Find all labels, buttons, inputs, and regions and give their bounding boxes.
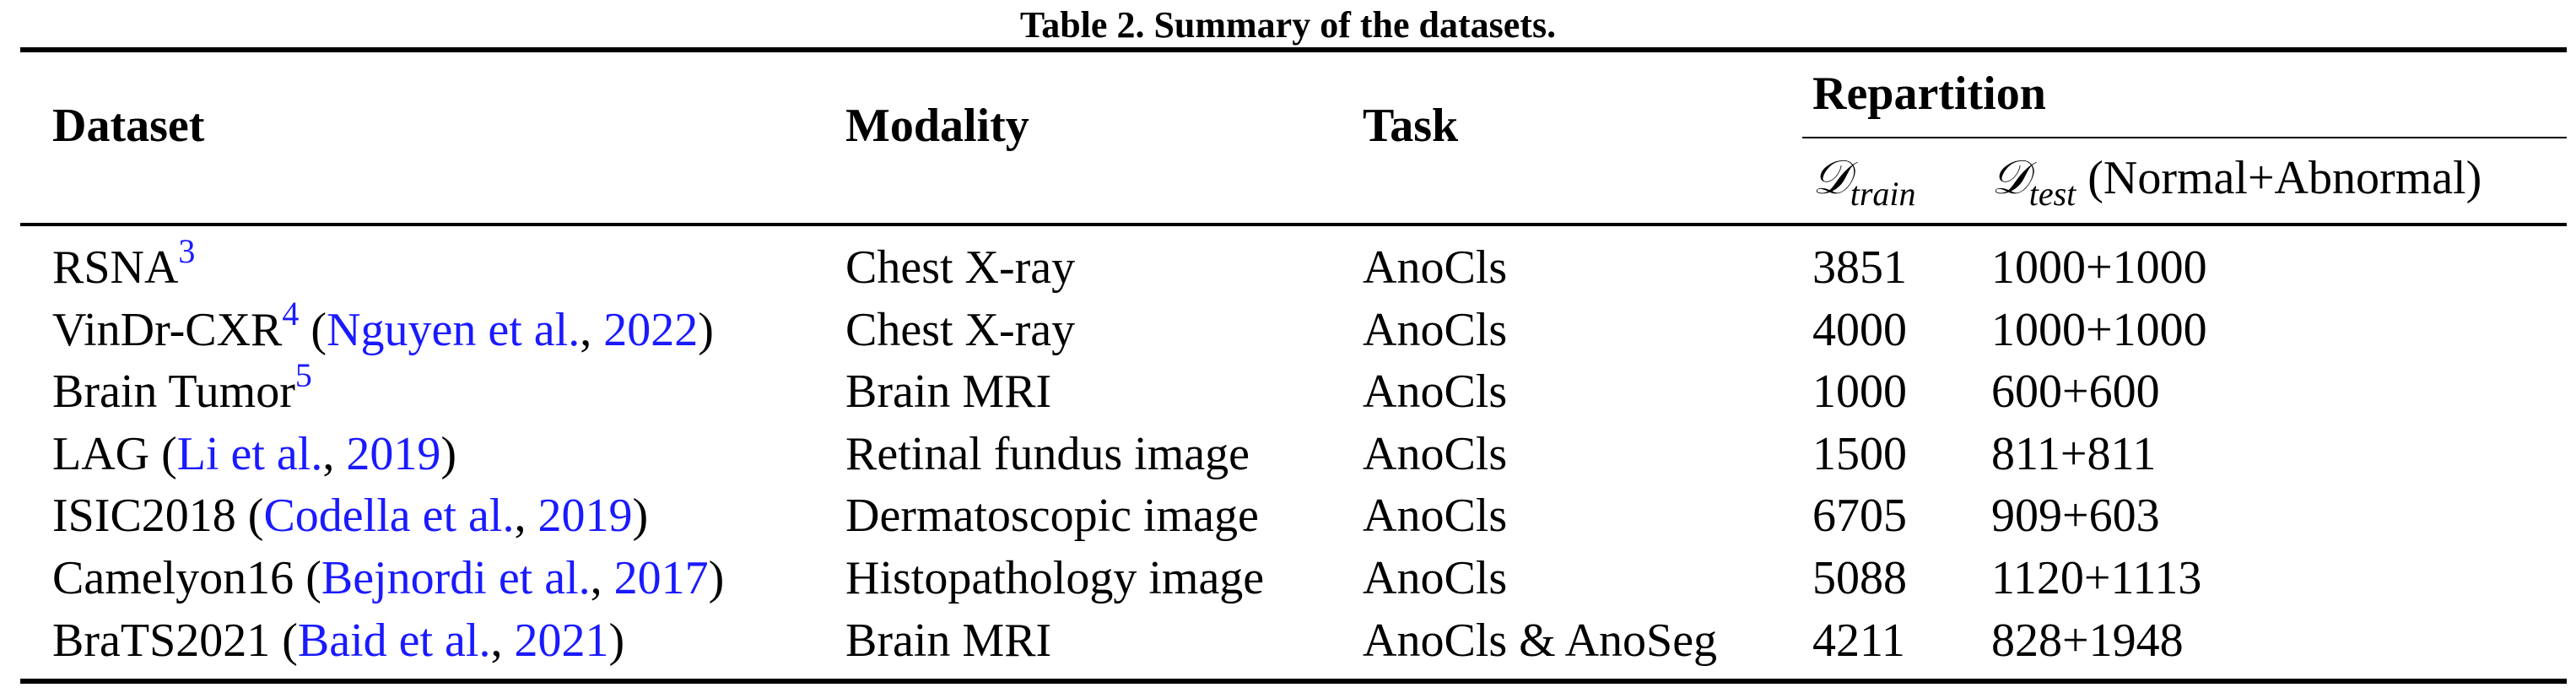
dataset-name: LAG	[52, 428, 150, 480]
header-test: 𝒟test (Normal+Abnormal)	[1991, 150, 2482, 213]
citation-open-paren: (	[270, 614, 298, 667]
task-cell: AnoCls	[1363, 552, 1508, 604]
dataset-cell: VinDr-CXR4 (Nguyen et al., 2022)	[52, 295, 714, 362]
test-suffix: (Normal+Abnormal)	[2076, 152, 2482, 204]
modality-cell: Histopathology image	[845, 552, 1265, 604]
dataset-cell: BraTS2021 (Baid et al., 2021)	[52, 613, 624, 669]
citation-year-link[interactable]: 2022	[603, 304, 699, 356]
citation-close-paren: )	[708, 552, 725, 604]
train-count-cell: 5088	[1812, 552, 1907, 604]
task-cell: AnoCls	[1363, 304, 1508, 356]
dataset-name: BraTS2021	[52, 614, 271, 667]
task-cell: AnoCls & AnoSeg	[1363, 614, 1718, 667]
modality-cell: Dermatoscopic image	[845, 490, 1259, 542]
train-subscript: train	[1850, 175, 1916, 213]
citation-year-link[interactable]: 2017	[613, 552, 709, 604]
dataset-cell: Brain Tumor5	[52, 356, 312, 424]
dataset-name: Brain Tumor	[52, 365, 295, 418]
task-cell: AnoCls	[1363, 241, 1508, 294]
modality-cell: Chest X-ray	[845, 304, 1076, 356]
citation-separator: ,	[590, 552, 614, 604]
train-symbol: 𝒟	[1812, 150, 1850, 205]
citation-separator: ,	[322, 428, 347, 480]
train-count-cell: 4211	[1812, 614, 1905, 667]
test-count-cell: 811+811	[1991, 428, 2157, 480]
test-count-cell: 600+600	[1991, 365, 2160, 418]
modality-cell: Retinal fundus image	[845, 428, 1250, 480]
citation-close-paren: )	[698, 304, 714, 356]
citation-separator: ,	[490, 614, 515, 667]
modality-cell: Brain MRI	[845, 365, 1052, 418]
bottom-rule	[20, 679, 2567, 684]
citation-open-paren: (	[294, 552, 321, 604]
citation-open-paren: (	[299, 304, 327, 356]
citation-authors-link[interactable]: Codella et al.	[263, 490, 515, 542]
train-count-cell: 1500	[1812, 428, 1907, 480]
dataset-name: RSNA	[52, 241, 179, 294]
footnote-link[interactable]: 4	[282, 295, 300, 333]
test-count-cell: 828+1948	[1991, 614, 2184, 667]
citation-open-paren: (	[235, 490, 264, 542]
header-body-rule	[20, 223, 2567, 226]
dataset-cell: RSNA3	[52, 232, 195, 300]
dataset-name: Camelyon16	[52, 552, 294, 604]
table-caption: Table 2. Summary of the datasets.	[1019, 4, 1557, 46]
dataset-cell: LAG (Li et al., 2019)	[52, 426, 456, 482]
repartition-rule	[1802, 137, 2567, 138]
test-count-cell: 1000+1000	[1991, 241, 2207, 294]
citation-authors-link[interactable]: Baid et al.	[297, 614, 491, 667]
citation-close-paren: )	[440, 428, 456, 480]
header-dataset: Dataset	[52, 100, 205, 152]
header-modality: Modality	[845, 100, 1029, 152]
test-count-cell: 909+603	[1991, 490, 2160, 542]
top-rule	[20, 47, 2567, 52]
task-cell: AnoCls	[1363, 490, 1508, 542]
dataset-name: ISIC2018	[52, 490, 236, 542]
modality-cell: Brain MRI	[845, 614, 1052, 667]
footnote-link[interactable]: 5	[294, 356, 312, 394]
test-subscript: test	[2028, 175, 2076, 213]
header-train: 𝒟train	[1812, 150, 1916, 213]
citation-authors-link[interactable]: Nguyen et al.	[327, 304, 581, 356]
citation-separator: ,	[580, 304, 604, 356]
citation-year-link[interactable]: 2019	[346, 428, 441, 480]
citation-close-paren: )	[632, 490, 649, 542]
dataset-cell: ISIC2018 (Codella et al., 2019)	[52, 488, 648, 544]
train-count-cell: 6705	[1812, 490, 1907, 542]
test-count-cell: 1120+1113	[1991, 552, 2202, 604]
citation-authors-link[interactable]: Bejnordi et al.	[321, 552, 591, 604]
train-count-cell: 3851	[1812, 241, 1907, 294]
citation-close-paren: )	[608, 614, 625, 667]
task-cell: AnoCls	[1363, 365, 1508, 418]
citation-open-paren: (	[149, 428, 177, 480]
header-repartition: Repartition	[1812, 68, 2046, 120]
test-count-cell: 1000+1000	[1991, 304, 2207, 356]
train-count-cell: 1000	[1812, 365, 1907, 418]
train-count-cell: 4000	[1812, 304, 1907, 356]
header-task: Task	[1363, 100, 1459, 152]
citation-separator: ,	[514, 490, 538, 542]
citation-authors-link[interactable]: Li et al.	[176, 428, 323, 480]
footnote-link[interactable]: 3	[178, 232, 196, 270]
test-symbol: 𝒟	[1991, 150, 2029, 205]
citation-year-link[interactable]: 2019	[537, 490, 633, 542]
task-cell: AnoCls	[1363, 428, 1508, 480]
modality-cell: Chest X-ray	[845, 241, 1076, 294]
dataset-cell: Camelyon16 (Bejnordi et al., 2017)	[52, 550, 724, 606]
citation-year-link[interactable]: 2021	[514, 614, 609, 667]
dataset-name: VinDr-CXR	[52, 304, 283, 356]
